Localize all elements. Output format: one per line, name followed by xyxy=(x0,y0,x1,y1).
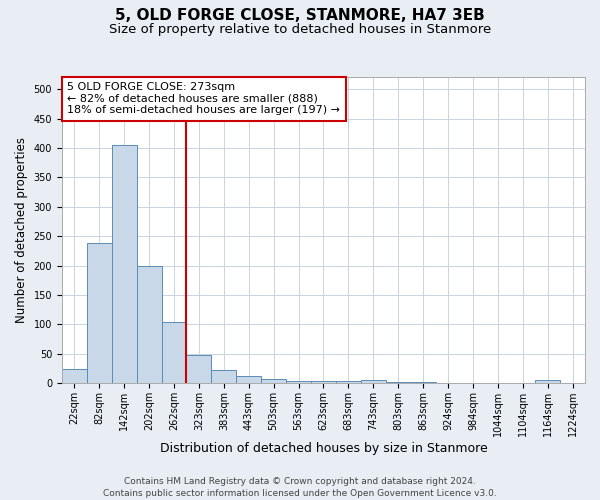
Bar xyxy=(410,382,436,384)
Bar xyxy=(187,355,211,384)
Bar xyxy=(311,381,336,384)
Bar xyxy=(62,368,87,384)
Bar xyxy=(336,381,361,384)
Y-axis label: Number of detached properties: Number of detached properties xyxy=(15,138,28,324)
Bar xyxy=(112,145,137,384)
Bar xyxy=(361,380,386,384)
X-axis label: Distribution of detached houses by size in Stanmore: Distribution of detached houses by size … xyxy=(160,442,487,455)
Bar xyxy=(87,244,112,384)
Bar xyxy=(161,322,187,384)
Bar xyxy=(286,381,311,384)
Bar xyxy=(211,370,236,384)
Bar xyxy=(535,380,560,384)
Text: 5 OLD FORGE CLOSE: 273sqm
← 82% of detached houses are smaller (888)
18% of semi: 5 OLD FORGE CLOSE: 273sqm ← 82% of detac… xyxy=(67,82,340,116)
Text: 5, OLD FORGE CLOSE, STANMORE, HA7 3EB: 5, OLD FORGE CLOSE, STANMORE, HA7 3EB xyxy=(115,8,485,22)
Text: Size of property relative to detached houses in Stanmore: Size of property relative to detached ho… xyxy=(109,22,491,36)
Text: Contains HM Land Registry data © Crown copyright and database right 2024.
Contai: Contains HM Land Registry data © Crown c… xyxy=(103,476,497,498)
Bar xyxy=(386,382,410,384)
Bar xyxy=(137,266,161,384)
Bar xyxy=(236,376,261,384)
Bar xyxy=(261,378,286,384)
